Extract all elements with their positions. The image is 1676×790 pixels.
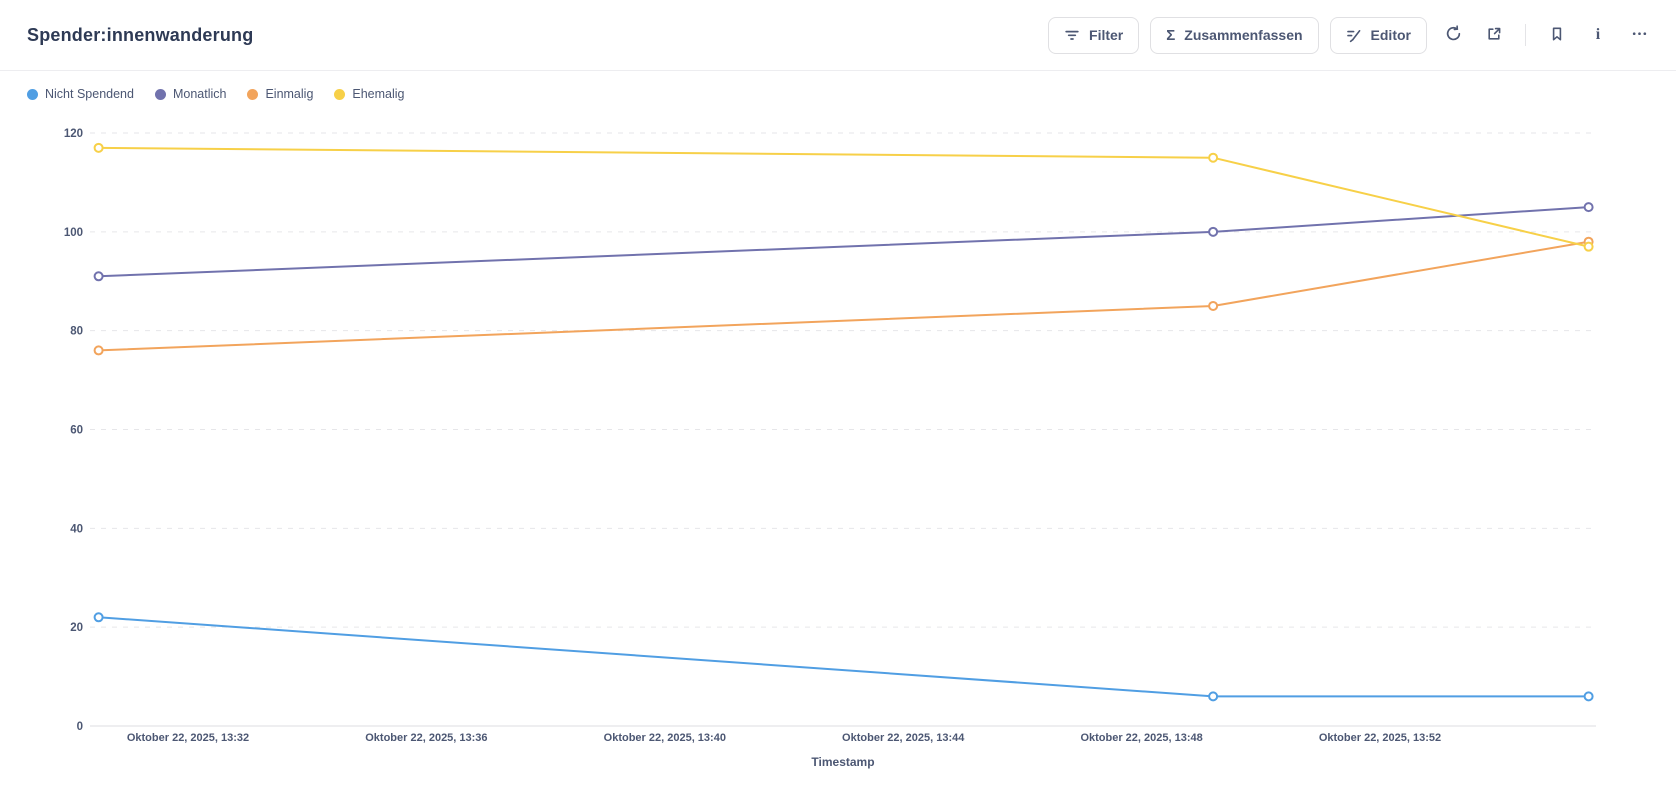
share-button[interactable] bbox=[1479, 20, 1509, 50]
y-axis-tick-label: 80 bbox=[70, 326, 83, 338]
legend-item-einmalig[interactable]: Einmalig bbox=[247, 87, 313, 101]
y-axis-tick-label: 0 bbox=[77, 721, 83, 733]
x-axis-tick-label: Oktober 22, 2025, 13:32 bbox=[127, 732, 249, 744]
x-axis-tick-label: Oktober 22, 2025, 13:36 bbox=[365, 732, 487, 744]
summarize-button-label: Zusammenfassen bbox=[1184, 27, 1303, 43]
header: Spender:innenwanderung Filter Σ Zusammen… bbox=[0, 0, 1676, 71]
y-axis-tick-label: 40 bbox=[70, 523, 83, 535]
filter-button-label: Filter bbox=[1089, 27, 1124, 43]
data-point-monatlich-2[interactable] bbox=[1583, 202, 1594, 213]
pencil-lines-icon bbox=[1346, 27, 1362, 43]
bookmark-button[interactable] bbox=[1542, 20, 1572, 50]
line-chart: 0 20 40 60 80 100 120 Oktober 22, 2025, 13:32 Ok… bbox=[64, 128, 1596, 769]
filter-button[interactable]: Filter bbox=[1048, 16, 1140, 54]
data-point-nicht-spendend-2[interactable] bbox=[1583, 691, 1594, 702]
header-controls: Filter Σ Zusammenfassen Editor bbox=[1048, 16, 1654, 54]
x-axis-tick-label: Oktober 22, 2025, 13:40 bbox=[604, 732, 726, 744]
legend-label: Nicht Spendend bbox=[45, 87, 134, 101]
legend-dot bbox=[334, 88, 346, 100]
more-options-button[interactable] bbox=[1624, 20, 1654, 50]
x-axis-tick-label: Oktober 22, 2025, 13:44 bbox=[842, 732, 965, 744]
summarize-button[interactable]: Σ Zusammenfassen bbox=[1150, 16, 1319, 54]
bookmark-icon bbox=[1549, 26, 1565, 45]
series-line-nicht-spendend[interactable] bbox=[97, 616, 1590, 698]
ellipsis-icon bbox=[1631, 25, 1648, 45]
info-button[interactable]: i bbox=[1583, 20, 1613, 50]
series-line-monatlich[interactable] bbox=[97, 206, 1590, 278]
y-axis-tick-label: 100 bbox=[64, 227, 83, 239]
x-axis-title: Timestamp bbox=[811, 755, 874, 769]
filter-icon bbox=[1064, 27, 1080, 43]
legend-label: Ehemalig bbox=[352, 87, 405, 101]
sigma-icon: Σ bbox=[1166, 26, 1176, 44]
legend-label: Einmalig bbox=[265, 87, 314, 101]
data-point-ehemalig-0[interactable] bbox=[93, 142, 104, 153]
legend-label: Monatlich bbox=[172, 87, 227, 101]
x-axis-tick-label: Oktober 22, 2025, 13:48 bbox=[1080, 732, 1202, 744]
legend-dot bbox=[154, 88, 166, 100]
series-line-einmalig[interactable] bbox=[97, 240, 1590, 352]
legend-dot bbox=[247, 88, 259, 100]
share-icon bbox=[1486, 26, 1502, 45]
data-point-einmalig-0[interactable] bbox=[93, 345, 104, 356]
x-axis-tick-label: Oktober 22, 2025, 13:52 bbox=[1319, 732, 1441, 744]
legend-dot bbox=[27, 88, 38, 100]
editor-button[interactable]: Editor bbox=[1329, 16, 1427, 54]
data-point-ehemalig-1[interactable] bbox=[1208, 152, 1219, 163]
legend-item-nicht-spendend[interactable]: Nicht Spendend bbox=[27, 87, 134, 101]
toolbar-divider bbox=[1525, 24, 1526, 46]
y-axis-tick-label: 120 bbox=[64, 128, 83, 140]
y-axis-tick-label: 60 bbox=[70, 424, 83, 436]
legend-item-ehemalig[interactable]: Ehemalig bbox=[334, 87, 405, 101]
data-point-monatlich-1[interactable] bbox=[1208, 226, 1219, 237]
page-title: Spender:innenwanderung bbox=[27, 24, 254, 45]
data-point-monatlich-0[interactable] bbox=[93, 271, 104, 282]
data-point-nicht-spendend-0[interactable] bbox=[93, 612, 104, 623]
data-point-einmalig-1[interactable] bbox=[1208, 300, 1219, 311]
editor-button-label: Editor bbox=[1370, 27, 1411, 43]
legend-item-monatlich[interactable]: Monatlich bbox=[154, 87, 227, 101]
data-point-nicht-spendend-1[interactable] bbox=[1208, 691, 1219, 702]
info-icon: i bbox=[1595, 26, 1601, 43]
chart-legend: Nicht Spendend Monatlich Einmalig Ehemalig bbox=[27, 87, 405, 101]
y-axis-tick-label: 20 bbox=[70, 622, 83, 634]
refresh-icon bbox=[1445, 25, 1462, 45]
data-point-ehemalig-2[interactable] bbox=[1583, 241, 1594, 252]
refresh-button[interactable] bbox=[1438, 20, 1468, 50]
